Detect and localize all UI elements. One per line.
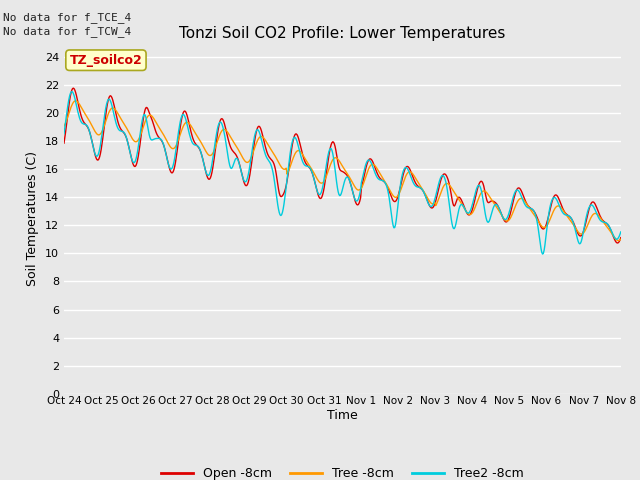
- Text: TZ_soilco2: TZ_soilco2: [70, 54, 142, 67]
- Text: No data for f_TCE_4: No data for f_TCE_4: [3, 12, 131, 23]
- Text: No data for f_TCW_4: No data for f_TCW_4: [3, 26, 131, 37]
- Title: Tonzi Soil CO2 Profile: Lower Temperatures: Tonzi Soil CO2 Profile: Lower Temperatur…: [179, 25, 506, 41]
- X-axis label: Time: Time: [327, 409, 358, 422]
- Legend: Open -8cm, Tree -8cm, Tree2 -8cm: Open -8cm, Tree -8cm, Tree2 -8cm: [156, 462, 529, 480]
- Y-axis label: Soil Temperatures (C): Soil Temperatures (C): [26, 151, 39, 286]
